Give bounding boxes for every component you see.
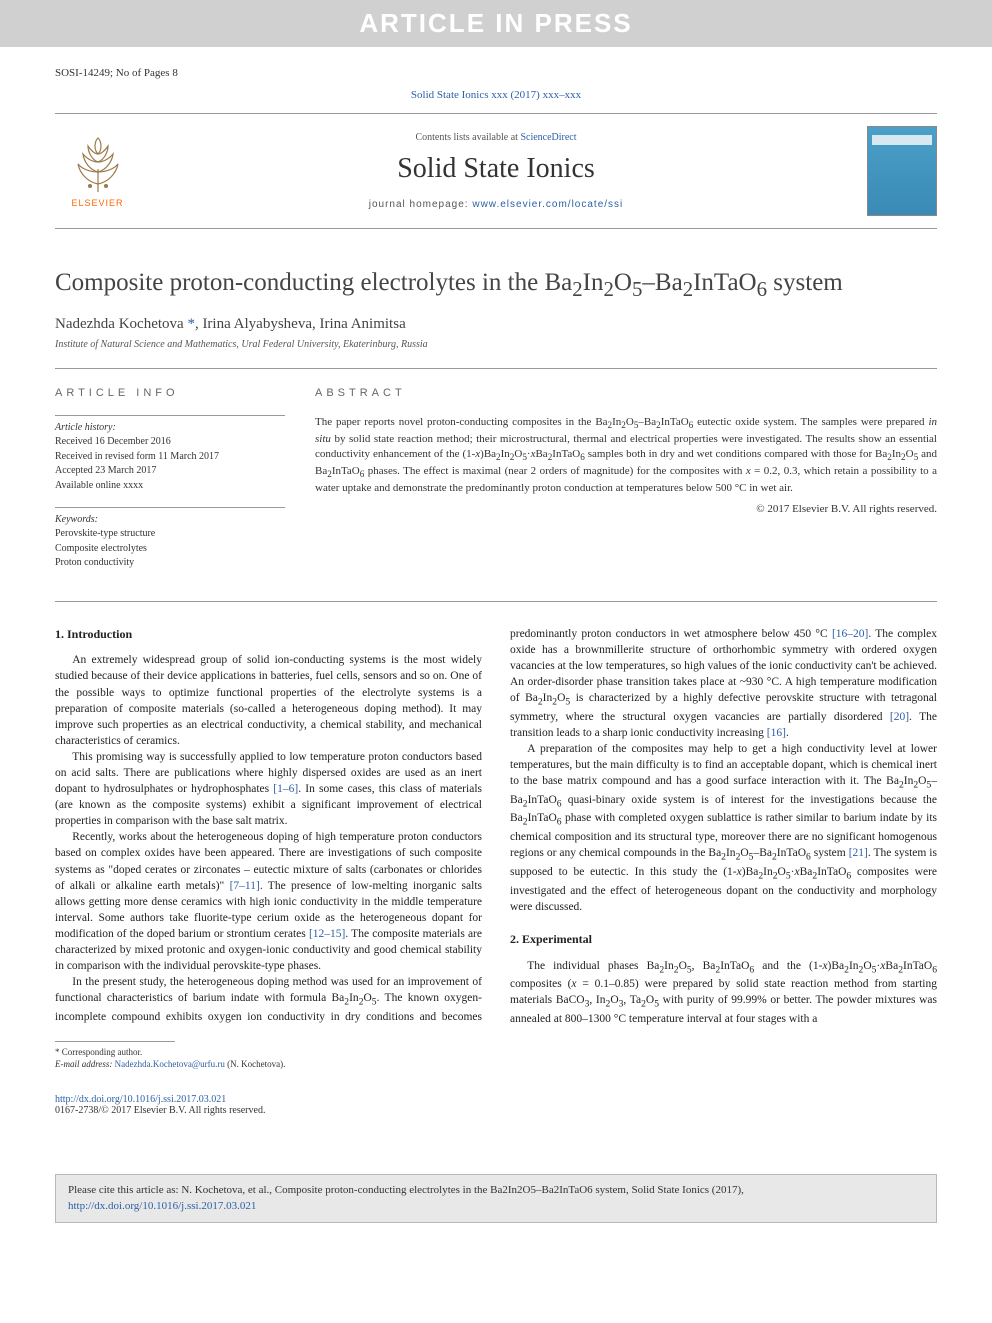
body-paragraph: Recently, works about the heterogeneous …	[55, 829, 482, 974]
section-heading-intro: 1. Introduction	[55, 626, 482, 643]
email-line: E-mail address: Nadezhda.Kochetova@urfu.…	[55, 1058, 937, 1070]
sciencedirect-link[interactable]: ScienceDirect	[520, 132, 576, 143]
publisher-name: ELSEVIER	[71, 198, 123, 208]
history-line: Received in revised form 11 March 2017	[55, 450, 285, 465]
email-suffix: (N. Kochetova).	[225, 1059, 285, 1069]
history-line: Available online xxxx	[55, 479, 285, 494]
body-paragraph: An extremely widespread group of solid i…	[55, 652, 482, 749]
body-paragraph: The individual phases Ba2In2O5, Ba2InTaO…	[510, 958, 937, 1028]
keywords-block: Keywords: Perovskite-type structure Comp…	[55, 507, 285, 571]
journal-homepage-line: journal homepage: www.elsevier.com/locat…	[140, 199, 852, 210]
abstract-copyright: © 2017 Elsevier B.V. All rights reserved…	[315, 503, 937, 515]
history-line: Accepted 23 March 2017	[55, 464, 285, 479]
article-info-column: ARTICLE INFO Article history: Received 1…	[55, 387, 285, 585]
affiliation: Institute of Natural Science and Mathema…	[55, 339, 937, 350]
citation-doi-link[interactable]: http://dx.doi.org/10.1016/j.ssi.2017.03.…	[68, 1200, 256, 1212]
body-paragraph: A preparation of the composites may help…	[510, 741, 937, 915]
citation-text: Please cite this article as: N. Kochetov…	[68, 1184, 744, 1196]
homepage-label: journal homepage:	[369, 199, 473, 210]
article-history-block: Article history: Received 16 December 20…	[55, 415, 285, 493]
publisher-logo-block: ELSEVIER	[55, 134, 140, 208]
keyword: Perovskite-type structure	[55, 527, 285, 542]
divider-2	[55, 601, 937, 602]
email-label: E-mail address:	[55, 1059, 115, 1069]
corresponding-author-note: * Corresponding author.	[55, 1046, 937, 1058]
page-content: SOSI-14249; No of Pages 8 Solid State Io…	[0, 47, 992, 1146]
section-heading-experimental: 2. Experimental	[510, 931, 937, 948]
journal-cover-thumbnail	[867, 126, 937, 216]
keyword: Proton conductivity	[55, 556, 285, 571]
history-line: Received 16 December 2016	[55, 435, 285, 450]
info-abstract-row: ARTICLE INFO Article history: Received 1…	[55, 387, 937, 585]
article-title: Composite proton-conducting electrolytes…	[55, 267, 937, 302]
article-info-heading: ARTICLE INFO	[55, 387, 285, 399]
masthead-right	[852, 126, 937, 216]
body-text: 1. Introduction An extremely widespread …	[55, 626, 937, 1028]
contents-available-line: Contents lists available at ScienceDirec…	[140, 132, 852, 143]
doi-link[interactable]: http://dx.doi.org/10.1016/j.ssi.2017.03.…	[55, 1094, 226, 1105]
masthead: ELSEVIER Contents lists available at Sci…	[55, 113, 937, 229]
body-paragraph: This promising way is successfully appli…	[55, 749, 482, 829]
in-press-banner: ARTICLE IN PRESS	[0, 0, 992, 47]
article-id: SOSI-14249; No of Pages 8	[55, 67, 178, 79]
journal-name: Solid State Ionics	[140, 153, 852, 185]
footnote-block: * Corresponding author. E-mail address: …	[55, 1046, 937, 1070]
journal-reference: Solid State Ionics xxx (2017) xxx–xxx	[55, 89, 937, 101]
citation-box: Please cite this article as: N. Kochetov…	[55, 1174, 937, 1223]
abstract-text: The paper reports novel proton-conductin…	[315, 415, 937, 497]
author-email-link[interactable]: Nadezhda.Kochetova@urfu.ru	[115, 1059, 225, 1069]
abstract-heading: ABSTRACT	[315, 387, 937, 399]
divider-1	[55, 368, 937, 369]
masthead-center: Contents lists available at ScienceDirec…	[140, 132, 852, 210]
doi-block: http://dx.doi.org/10.1016/j.ssi.2017.03.…	[55, 1094, 937, 1116]
issn-copyright-line: 0167-2738/© 2017 Elsevier B.V. All right…	[55, 1105, 937, 1116]
contents-text: Contents lists available at	[415, 132, 520, 143]
abstract-column: ABSTRACT The paper reports novel proton-…	[315, 387, 937, 585]
top-meta-row: SOSI-14249; No of Pages 8	[55, 67, 937, 79]
author-list: Nadezhda Kochetova *, Irina Alyabysheva,…	[55, 316, 937, 333]
elsevier-tree-icon	[68, 134, 128, 194]
keywords-label: Keywords:	[55, 514, 285, 525]
journal-homepage-link[interactable]: www.elsevier.com/locate/ssi	[472, 199, 623, 210]
footnote-separator	[55, 1041, 175, 1042]
history-label: Article history:	[55, 422, 285, 433]
keyword: Composite electrolytes	[55, 542, 285, 557]
